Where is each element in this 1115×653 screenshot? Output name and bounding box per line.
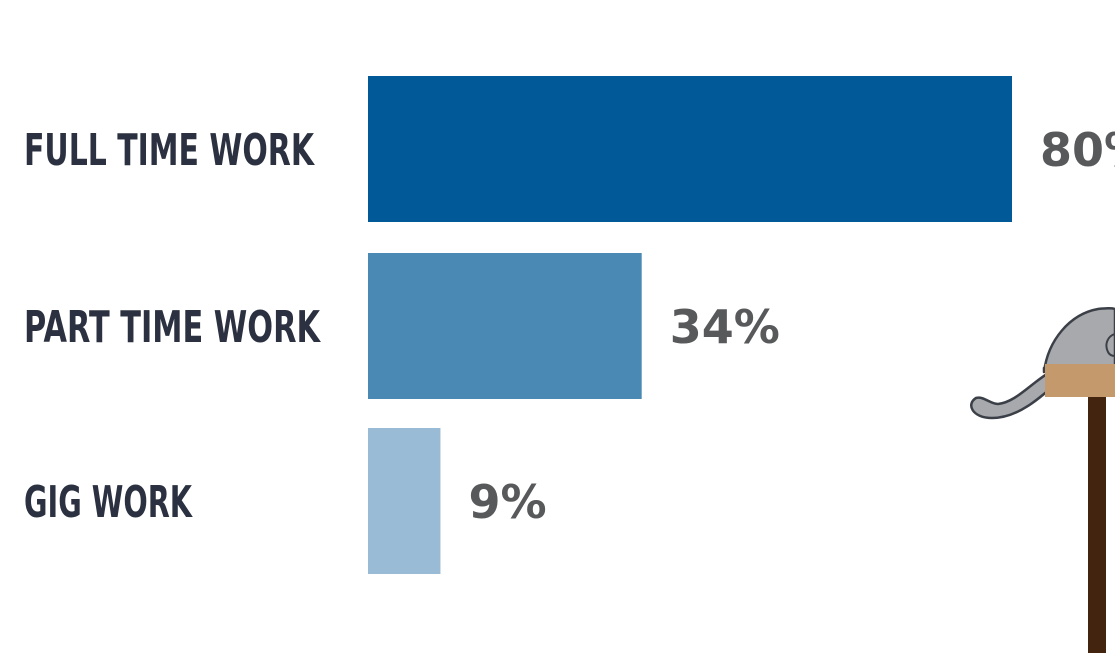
bars-layer: FULL TIME WORK 80% PART TIME WORK 34% GIG WO… [24,76,1115,574]
bar-gig-work [368,428,441,574]
category-label-full-time-work: FULL TIME WORK [24,125,315,176]
bar-part-time-work [368,253,642,399]
cat-tail [970,370,1062,420]
table-leg [1088,396,1106,653]
value-label-full-time-work: 80% [1040,123,1115,177]
tabletop [1045,364,1115,397]
cat-body [1042,307,1115,374]
cat-paw [1105,333,1115,357]
category-label-part-time-work: PART TIME WORK [24,302,321,353]
cat-sleeping-on-table-icon [970,307,1115,653]
category-label-gig-work: GIG WORK [24,477,193,528]
bar-full-time-work [368,76,1012,222]
value-label-gig-work: 9% [468,475,546,529]
value-label-part-time-work: 34% [670,300,780,354]
